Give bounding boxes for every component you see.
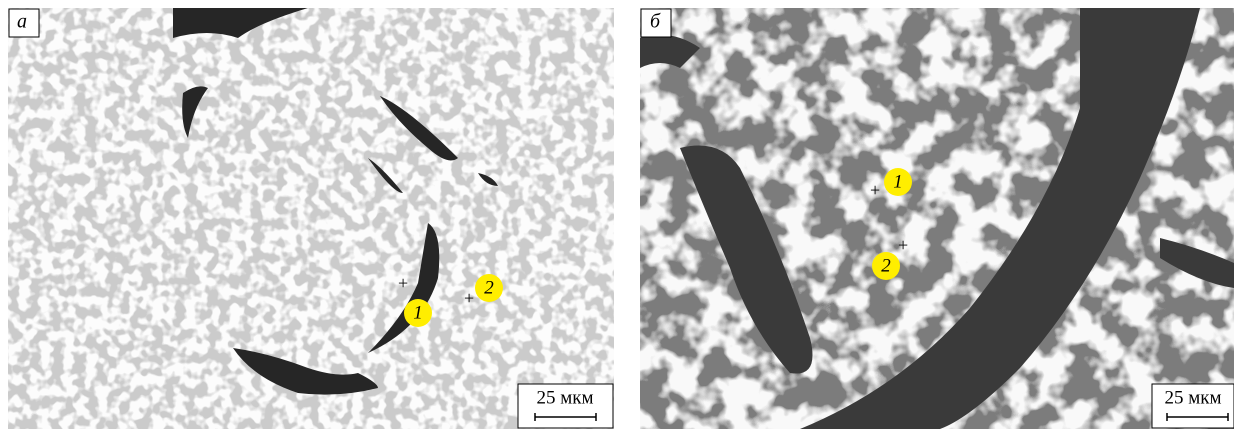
cross: + xyxy=(870,180,880,200)
cross: + xyxy=(398,273,408,293)
panel-label: б xyxy=(650,11,661,33)
scale-label: 25 мкм xyxy=(536,387,593,408)
marker-label: 1 xyxy=(893,171,903,192)
scale-label: 25 мкм xyxy=(1164,387,1221,408)
micrograph-a: а + 1 + 2 25 мкм xyxy=(8,8,614,429)
cross: + xyxy=(898,235,908,255)
marker-label: 2 xyxy=(881,255,891,276)
page: {"panels": [ {"label": "а", "markers": [… xyxy=(0,0,1238,430)
marker-label: 1 xyxy=(413,302,423,323)
cross: + xyxy=(464,288,474,308)
texture xyxy=(8,8,614,429)
micrograph-b: б + 1 + 2 25 мкм xyxy=(640,8,1234,429)
panel-label: а xyxy=(17,11,27,33)
marker-label: 2 xyxy=(484,277,494,298)
